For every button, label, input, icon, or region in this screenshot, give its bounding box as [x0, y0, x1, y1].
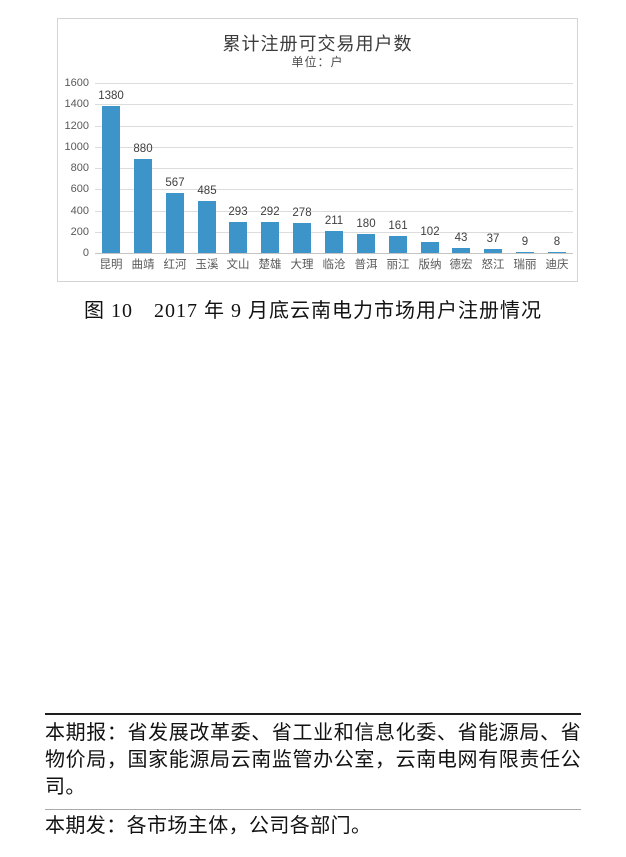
x-axis-tick-label: 怒江	[481, 259, 505, 271]
registered-users-bar-chart: 累计注册可交易用户数 单位：户 0 200 400 600 800 1000 1200 140…	[57, 18, 578, 282]
x-axis-tick-label: 玉溪	[195, 259, 219, 271]
bar-曲靖	[134, 159, 152, 253]
gridline	[95, 104, 573, 105]
x-axis-tick-label: 丽江	[386, 259, 410, 271]
gridline	[95, 168, 573, 169]
bar-瑞丽	[516, 252, 534, 253]
y-axis-tick-label: 1200	[64, 120, 89, 132]
gridline	[95, 126, 573, 127]
y-axis-tick-label: 200	[70, 226, 89, 238]
bar-value-label: 43	[454, 232, 468, 244]
figure-caption: 图 10 2017 年 9 月底云南电力市场用户注册情况	[84, 300, 542, 322]
x-axis-tick-label: 曲靖	[131, 259, 155, 271]
footer-send-paragraph: 本期发：各市场主体，公司各部门。	[45, 812, 581, 840]
x-axis-tick-label: 临沧	[322, 259, 346, 271]
bar-value-label: 278	[292, 207, 312, 219]
gridline	[95, 189, 573, 190]
bar-红河	[166, 193, 184, 253]
bar-value-label: 567	[165, 177, 185, 189]
bar-value-label: 880	[133, 143, 153, 155]
bar-value-label: 8	[553, 236, 561, 248]
footer-send-line: 本期发：各市场主体，公司各部门。	[45, 815, 372, 837]
bar-value-label: 180	[356, 218, 376, 230]
x-axis-tick-label: 版纳	[418, 259, 442, 271]
bar-德宏	[452, 248, 470, 253]
gridline	[95, 147, 573, 148]
y-axis-tick-label: 800	[70, 162, 89, 174]
y-axis-tick-label: 1600	[64, 77, 89, 89]
bar-丽江	[389, 236, 407, 253]
gridline	[95, 83, 573, 84]
y-axis-tick-label: 1400	[64, 98, 89, 110]
bar-value-label: 1380	[98, 90, 124, 102]
footer-divider-middle	[45, 809, 581, 810]
bar-迪庆	[548, 252, 566, 253]
bar-value-label: 9	[521, 236, 529, 248]
bar-value-label: 485	[197, 185, 217, 197]
bar-value-label: 292	[260, 206, 280, 218]
bar-临沧	[325, 231, 343, 253]
footer-divider-top	[45, 713, 581, 715]
y-axis-tick-label: 600	[70, 183, 89, 195]
x-axis-tick-label: 迪庆	[545, 259, 569, 271]
bar-文山	[229, 222, 247, 253]
bar-value-label: 161	[388, 220, 408, 232]
x-axis-tick-label: 昆明	[99, 259, 123, 271]
y-axis-tick-label: 0	[82, 247, 89, 259]
chart-unit-subtitle: 单位：户	[291, 55, 344, 69]
bar-value-label: 211	[324, 215, 344, 227]
footer-report-line: 物价局，国家能源局云南监管办公室，云南电网有限责任公	[45, 749, 581, 771]
x-axis-tick-label: 红河	[163, 259, 187, 271]
bar-大理	[293, 223, 311, 253]
bar-value-label: 293	[228, 206, 248, 218]
x-axis-tick-label: 普洱	[354, 259, 378, 271]
chart-plot-area: 0 200 400 600 800 1000 1200 1400 1600 1380 昆明 880 曲靖…	[65, 77, 573, 271]
footer-report-paragraph: 本期报：省发展改革委、省工业和信息化委、省能源局、省 物价局，国家能源局云南监管…	[45, 720, 581, 801]
bar-楚雄	[261, 222, 279, 253]
bar-怒江	[484, 249, 502, 253]
footer-report-line: 本期报：省发展改革委、省工业和信息化委、省能源局、省	[45, 722, 581, 744]
y-axis-tick-label: 400	[70, 205, 89, 217]
x-axis-tick-label: 大理	[290, 259, 314, 271]
x-axis-tick-label: 文山	[226, 259, 250, 271]
bar-普洱	[357, 234, 375, 253]
bar-value-label: 37	[486, 233, 500, 245]
chart-title: 累计注册可交易用户数	[222, 34, 413, 54]
gridline	[95, 253, 573, 254]
y-axis-tick-label: 1000	[64, 141, 89, 153]
x-axis-tick-label: 瑞丽	[513, 259, 537, 271]
footer-report-line: 司。	[45, 776, 86, 798]
bar-昆明	[102, 106, 120, 253]
x-axis-tick-label: 德宏	[449, 259, 473, 271]
bar-玉溪	[198, 201, 216, 253]
x-axis-tick-label: 楚雄	[258, 259, 282, 271]
gridline	[95, 211, 573, 212]
bar-value-label: 102	[420, 226, 440, 238]
bar-版纳	[421, 242, 439, 253]
